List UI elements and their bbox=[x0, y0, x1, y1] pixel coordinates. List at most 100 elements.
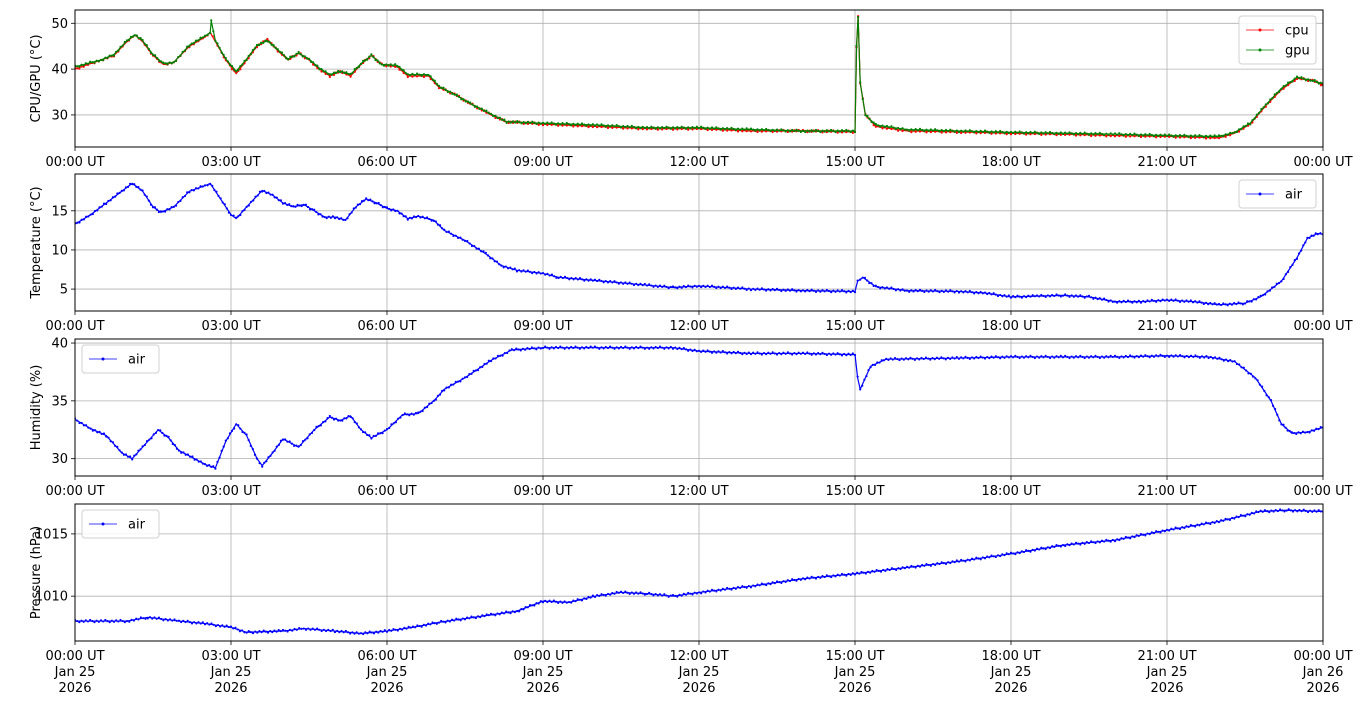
data-point bbox=[498, 116, 502, 119]
data-point bbox=[756, 130, 759, 134]
data-point bbox=[474, 369, 477, 372]
data-point bbox=[482, 109, 486, 112]
data-point bbox=[869, 571, 872, 574]
data-point bbox=[1007, 553, 1010, 556]
data-point bbox=[507, 120, 510, 123]
data-point bbox=[1133, 132, 1136, 135]
data-point bbox=[719, 351, 722, 354]
data-point bbox=[324, 70, 327, 73]
data-point bbox=[1113, 132, 1117, 135]
data-point bbox=[433, 79, 436, 82]
data-point bbox=[1168, 529, 1171, 532]
data-point bbox=[1302, 77, 1305, 80]
data-point bbox=[435, 622, 438, 625]
data-point bbox=[223, 203, 226, 206]
data-point bbox=[129, 455, 132, 458]
data-point bbox=[942, 290, 945, 294]
data-point bbox=[734, 587, 737, 590]
data-point bbox=[172, 205, 175, 208]
data-point bbox=[669, 127, 672, 130]
data-point bbox=[280, 51, 284, 54]
data-point bbox=[1213, 136, 1216, 140]
data-point bbox=[955, 559, 958, 562]
data-point bbox=[903, 128, 906, 131]
data-point bbox=[392, 627, 395, 631]
data-point bbox=[684, 285, 688, 289]
data-point bbox=[381, 432, 384, 435]
data-point bbox=[1068, 133, 1071, 136]
data-point bbox=[806, 129, 809, 132]
data-point bbox=[539, 122, 542, 125]
data-point bbox=[615, 590, 618, 594]
data-point bbox=[944, 562, 948, 565]
data-point bbox=[1066, 543, 1069, 546]
data-point bbox=[269, 630, 272, 633]
data-point bbox=[674, 127, 677, 130]
data-point bbox=[164, 618, 167, 621]
data-point bbox=[1172, 299, 1175, 302]
data-point bbox=[456, 380, 460, 383]
data-point bbox=[977, 356, 980, 360]
data-point bbox=[591, 279, 594, 282]
x-tick-label-line: 00:00 UT bbox=[45, 319, 104, 334]
data-point bbox=[918, 127, 922, 130]
data-point bbox=[925, 131, 928, 134]
data-point bbox=[890, 567, 893, 570]
data-point bbox=[1183, 526, 1186, 530]
data-point bbox=[1139, 135, 1143, 139]
data-point bbox=[341, 70, 344, 73]
data-point bbox=[658, 345, 662, 348]
data-point bbox=[499, 354, 502, 357]
data-point bbox=[1150, 531, 1153, 534]
data-point bbox=[674, 286, 677, 289]
data-point bbox=[795, 579, 798, 582]
data-point bbox=[1290, 431, 1293, 434]
data-point bbox=[1072, 295, 1075, 298]
data-point bbox=[1295, 432, 1298, 436]
data-point bbox=[1293, 77, 1296, 80]
data-point bbox=[661, 594, 664, 597]
data-point bbox=[157, 616, 161, 619]
data-point bbox=[325, 217, 328, 220]
data-point bbox=[364, 431, 367, 434]
data-point bbox=[667, 126, 670, 129]
data-point bbox=[684, 593, 688, 596]
data-point bbox=[515, 347, 518, 350]
data-point bbox=[1189, 524, 1192, 527]
data-point bbox=[823, 352, 826, 356]
data-point bbox=[905, 289, 909, 292]
data-point bbox=[526, 269, 529, 272]
data-point bbox=[332, 418, 336, 421]
data-point bbox=[1187, 135, 1190, 139]
data-point bbox=[817, 289, 820, 292]
data-point bbox=[216, 623, 220, 627]
data-point bbox=[730, 352, 733, 355]
x-tick-label: 18:00 UT bbox=[981, 155, 1040, 170]
data-point bbox=[421, 215, 424, 218]
data-point bbox=[715, 128, 718, 131]
data-point bbox=[162, 61, 165, 64]
data-point bbox=[147, 199, 150, 202]
data-point bbox=[1258, 111, 1261, 115]
data-point bbox=[1276, 509, 1280, 513]
data-point bbox=[823, 575, 826, 579]
data-point bbox=[1204, 137, 1208, 140]
data-point bbox=[665, 594, 668, 597]
x-tick-label-line: 12:00 UT bbox=[669, 649, 728, 664]
data-point bbox=[953, 357, 956, 360]
data-point bbox=[1289, 80, 1292, 84]
data-point bbox=[935, 356, 939, 359]
data-point bbox=[87, 215, 90, 218]
data-point bbox=[596, 126, 599, 129]
data-point bbox=[396, 629, 399, 632]
data-point bbox=[1064, 131, 1067, 134]
data-point bbox=[334, 417, 338, 420]
data-point bbox=[1157, 530, 1160, 533]
data-point bbox=[684, 127, 688, 130]
data-point bbox=[574, 277, 577, 280]
data-point bbox=[836, 131, 839, 134]
data-point bbox=[222, 53, 225, 57]
data-point bbox=[804, 578, 807, 581]
x-tick-label-line: 03:00 UT bbox=[201, 155, 260, 170]
data-point bbox=[793, 129, 796, 133]
